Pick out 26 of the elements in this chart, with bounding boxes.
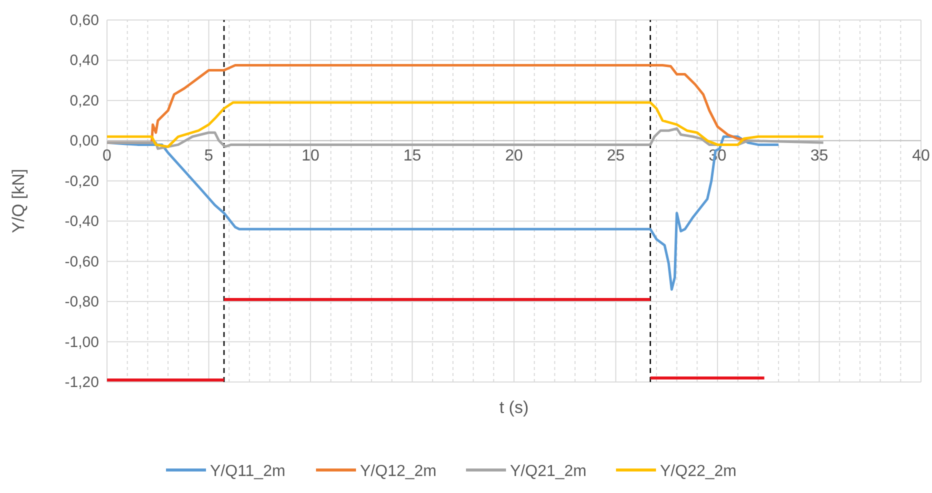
legend-label: Y/Q21_2m (510, 463, 586, 480)
y-tick-label: -1,00 (64, 334, 99, 351)
legend-label: Y/Q22_2m (660, 463, 736, 480)
legend-label: Y/Q12_2m (360, 463, 436, 480)
y-tick-label: -0,40 (64, 213, 99, 230)
y-tick-label: -1,20 (64, 374, 99, 391)
y-tick-label: 0,40 (70, 52, 99, 70)
line-series (106, 127, 825, 150)
x-tick-label: 0 (102, 148, 112, 165)
y-tick-label: 0,60 (70, 12, 99, 29)
x-tick-label: 35 (810, 148, 828, 165)
x-axis-title: t (s) (499, 398, 529, 417)
x-tick-label: 10 (302, 148, 320, 165)
x-tick-label: 20 (505, 148, 523, 165)
x-tick-label: 5 (204, 148, 214, 165)
x-tick-label: 25 (606, 148, 625, 165)
y-tick-label: 0,20 (70, 92, 99, 110)
y-tick-label: -0,60 (64, 253, 99, 270)
legend-label: Y/Q11_2m (210, 463, 286, 480)
line-series (106, 101, 825, 148)
x-tick-label: 40 (912, 148, 930, 165)
y-tick-label: 0,00 (70, 132, 99, 150)
y-tick-label: -0,20 (64, 172, 99, 190)
y-tick-label: -0,80 (64, 294, 99, 311)
y-axis-title: Y/Q [kN] (9, 168, 28, 234)
x-tick-label: 15 (403, 148, 422, 165)
